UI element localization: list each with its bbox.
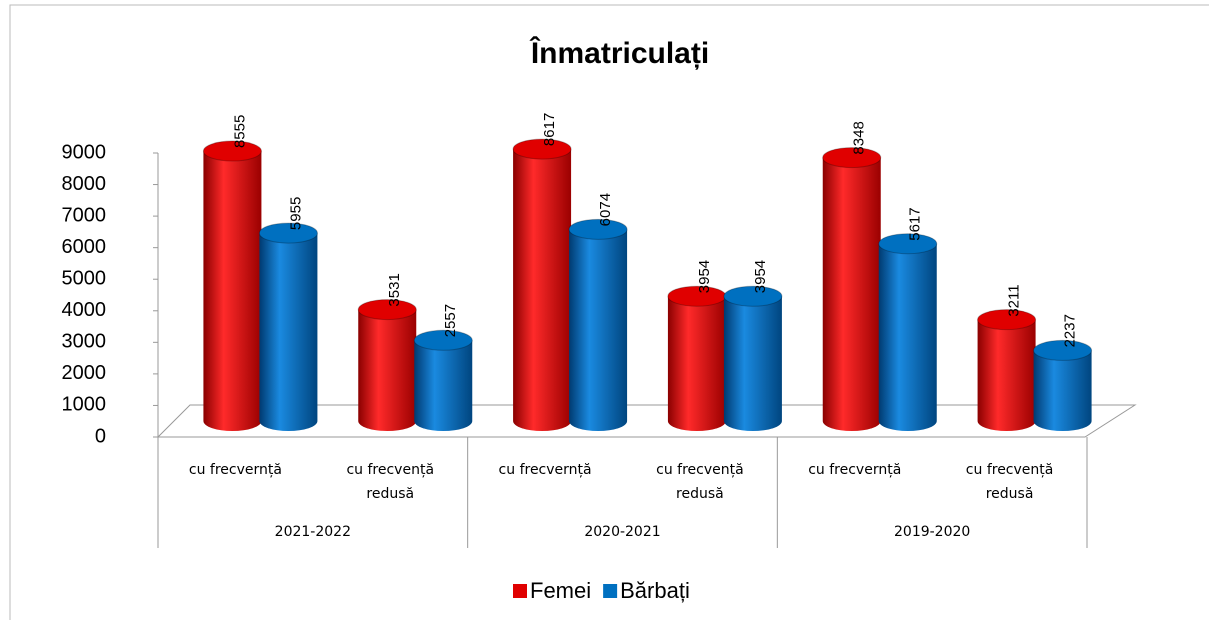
data-label: 2237 <box>1062 314 1079 347</box>
y-tick-label: 0 <box>95 425 106 447</box>
bar <box>667 285 727 432</box>
bar <box>413 329 473 432</box>
legend-label: Femei <box>530 578 591 603</box>
floor <box>156 404 1137 438</box>
bar-body <box>723 296 782 432</box>
x-tick-label: cu frecvență redusă <box>656 462 744 502</box>
y-tick-label: 3000 <box>62 331 107 353</box>
data-label: 3954 <box>696 260 713 293</box>
legend-swatch <box>603 584 618 598</box>
group-label: 2021-2022 <box>274 524 351 540</box>
bar-body <box>414 340 473 432</box>
bar <box>512 138 572 432</box>
data-label: 6074 <box>597 193 614 226</box>
bar-body <box>569 229 628 432</box>
bar <box>977 309 1037 432</box>
bar <box>1033 339 1093 432</box>
bar-top <box>202 140 262 162</box>
bar-top <box>723 285 783 307</box>
y-tick-label: 6000 <box>62 236 107 258</box>
bar-top <box>878 233 938 255</box>
bar-top <box>568 218 628 240</box>
x-tick-label: cu frecvernță <box>808 462 902 478</box>
bar-top <box>413 329 473 351</box>
bar <box>258 222 318 432</box>
bar-top <box>357 299 417 321</box>
bar-top <box>977 309 1037 331</box>
bar-body <box>513 149 572 432</box>
bar-body <box>977 319 1036 432</box>
data-label: 3211 <box>1006 284 1023 316</box>
y-tick-label: 1000 <box>62 394 107 416</box>
bar-body <box>358 309 417 432</box>
bar-body <box>203 151 262 431</box>
frame <box>9 4 1209 620</box>
data-label: 8555 <box>231 115 248 148</box>
x-tick-label: cu frecvență redusă <box>346 462 435 502</box>
y-tick-label: 7000 <box>62 204 107 226</box>
bar <box>357 299 417 432</box>
bar-top <box>1033 339 1093 361</box>
bar <box>202 140 262 431</box>
group-label: 2019-2020 <box>894 524 971 540</box>
y-tick-label: 5000 <box>62 268 107 290</box>
bar-body <box>878 243 937 432</box>
data-label: 2557 <box>442 304 459 337</box>
data-label: 5617 <box>907 207 924 240</box>
data-label: 3954 <box>752 260 769 293</box>
data-label: 8617 <box>541 113 558 146</box>
chart-title: Înmatriculați <box>529 36 709 70</box>
bar-body <box>667 296 726 432</box>
bar <box>878 233 938 432</box>
bar <box>822 147 882 432</box>
bar <box>723 285 783 432</box>
bar <box>568 218 628 432</box>
legend-swatch <box>513 584 527 598</box>
bar-body <box>259 233 318 432</box>
data-label: 5955 <box>287 197 304 230</box>
data-label: 8348 <box>851 121 868 154</box>
data-label: 3531 <box>386 273 403 306</box>
bar-top <box>258 222 318 244</box>
bar-top <box>512 138 572 160</box>
y-tick-label: 8000 <box>62 173 107 195</box>
bar-body <box>822 157 881 432</box>
bar-top <box>822 147 882 169</box>
y-tick-label: 9000 <box>62 141 107 163</box>
x-tick-label: cu frecvernță <box>188 462 282 478</box>
y-tick-label: 4000 <box>62 299 107 321</box>
bar-body <box>1033 350 1092 432</box>
y-tick-label: 2000 <box>62 362 107 384</box>
group-label: 2020-2021 <box>584 524 661 540</box>
x-tick-label: cu frecvernță <box>498 462 592 478</box>
x-tick-label: cu frecvență redusă <box>965 462 1054 502</box>
legend-label: Bărbați <box>620 578 690 603</box>
